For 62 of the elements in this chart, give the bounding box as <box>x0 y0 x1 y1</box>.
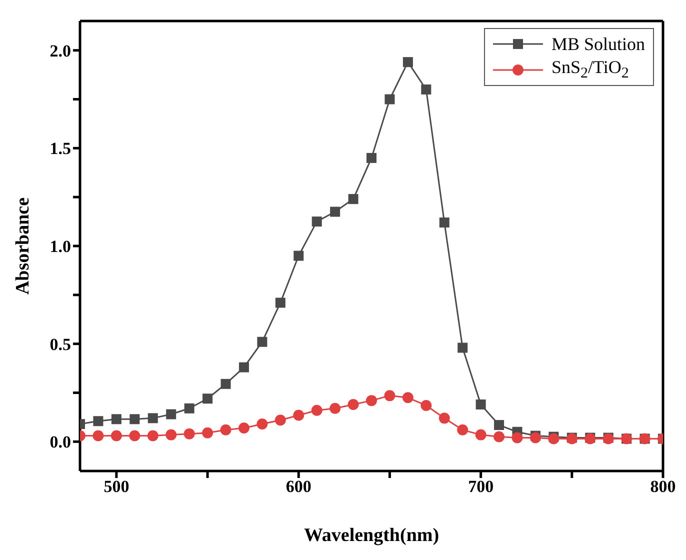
point <box>439 218 450 228</box>
point <box>494 431 505 442</box>
point <box>330 206 340 217</box>
y-axis-title: Absorbance <box>12 197 34 295</box>
point <box>476 399 486 410</box>
point <box>166 409 176 420</box>
point <box>293 410 304 421</box>
legend-label: MB Solution <box>551 34 645 54</box>
x-tick-label: 500 <box>104 477 130 496</box>
point <box>312 216 322 227</box>
point <box>111 414 122 424</box>
point <box>184 428 195 440</box>
point <box>256 418 268 430</box>
point <box>402 57 413 68</box>
y-tick-label: 1.0 <box>50 237 71 256</box>
point <box>458 342 468 353</box>
point <box>311 404 322 416</box>
point <box>202 394 213 404</box>
point <box>93 416 104 426</box>
point <box>494 420 504 430</box>
y-tick-label: 2.0 <box>50 41 71 60</box>
point <box>420 400 432 411</box>
legend-label: SnS$_{2}$/TiO$_{2}$ <box>551 57 629 83</box>
point <box>366 395 377 406</box>
point <box>166 429 177 440</box>
point <box>220 378 231 389</box>
x-tick-label: 600 <box>286 477 312 496</box>
point <box>130 414 140 424</box>
point <box>129 430 140 442</box>
point <box>348 398 359 410</box>
x-axis-title: Wavelength(nm) <box>304 525 440 546</box>
point <box>366 152 376 163</box>
x-tick-label: 700 <box>468 477 494 496</box>
point <box>438 412 450 424</box>
point <box>384 390 396 402</box>
point <box>548 433 560 444</box>
point <box>457 424 468 436</box>
point <box>257 336 268 347</box>
point <box>402 392 414 404</box>
point <box>384 94 395 104</box>
y-tick-label: 1.5 <box>50 139 71 158</box>
point <box>530 432 541 444</box>
point <box>512 432 523 444</box>
point <box>330 402 341 414</box>
point <box>220 424 232 436</box>
point <box>148 413 158 424</box>
point <box>238 422 250 434</box>
y-tick-label: 0.5 <box>50 334 71 354</box>
x-tick-label: 800 <box>650 477 676 496</box>
point <box>147 430 158 442</box>
point <box>421 84 432 94</box>
point <box>348 194 358 204</box>
text: 0.0 <box>50 432 71 452</box>
point <box>475 429 486 440</box>
point <box>184 403 194 414</box>
point <box>275 298 286 308</box>
point <box>110 430 122 442</box>
point <box>202 427 214 438</box>
point <box>238 362 249 372</box>
point <box>294 250 304 261</box>
point <box>92 430 104 442</box>
point <box>274 414 286 426</box>
